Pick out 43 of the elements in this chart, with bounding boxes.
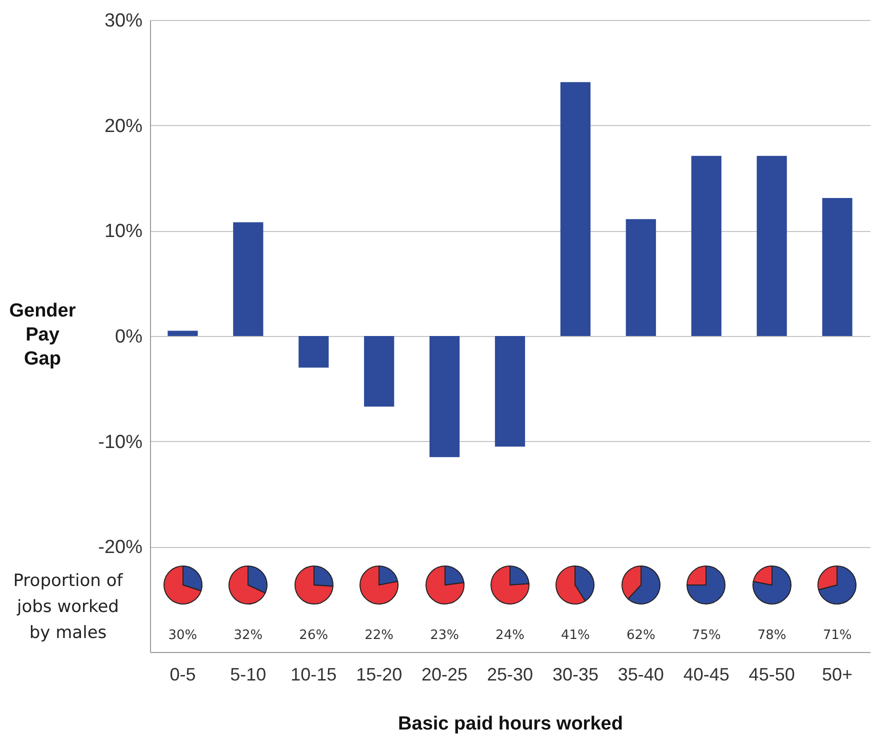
x-tick-label: 25-30 (486, 664, 534, 684)
y-tick-label: 10% (104, 221, 143, 242)
x-tick-label: 10-15 (290, 664, 337, 684)
bar (494, 336, 526, 447)
y-tick-label: -10% (98, 432, 143, 453)
bar (364, 336, 394, 407)
x-tick-label: 45-50 (748, 664, 795, 684)
text: Proportion of jobs worked by males (12, 570, 124, 645)
annotation: 41% (560, 628, 591, 643)
y-tick-label: -20% (98, 537, 143, 558)
annotation: 78% (756, 628, 788, 643)
annotation: 26% (298, 628, 330, 643)
bar (168, 330, 198, 336)
annotation: 32% (232, 628, 264, 643)
bar (626, 219, 656, 336)
bar (822, 198, 852, 336)
annotation: 30% (167, 628, 198, 643)
bar (233, 222, 264, 336)
x-tick-label: 40-45 (683, 664, 730, 684)
bar (756, 156, 787, 336)
y-tick-label: 20% (104, 116, 143, 137)
x-tick-label: 0-5 (170, 664, 196, 684)
x-tick-label: 30-35 (552, 664, 598, 684)
bar (429, 336, 460, 458)
bar (691, 156, 722, 336)
annotation: 62% (625, 628, 656, 643)
x-tick-label: 20-25 (422, 664, 468, 684)
x-tick-label: 50+ (822, 664, 853, 684)
y-tick-label: 0% (115, 326, 143, 348)
annotation: 22% (364, 628, 395, 643)
x-axis-title: Basic paid hours worked (398, 714, 623, 734)
bar (298, 336, 329, 368)
bar (560, 82, 591, 336)
y-tick-label: 30% (104, 10, 143, 32)
x-tick-label: 15-20 (356, 664, 402, 684)
pie-slice (228, 566, 266, 604)
annotation: 71% (822, 628, 853, 643)
annotation: 24% (494, 628, 526, 643)
y-axis-title: Gender Pay Gap (9, 300, 76, 370)
x-tick-label: 5-10 (230, 664, 266, 684)
annotation: 75% (690, 628, 722, 643)
annotation: 23% (429, 628, 460, 643)
x-tick-label: 35-40 (618, 664, 664, 684)
